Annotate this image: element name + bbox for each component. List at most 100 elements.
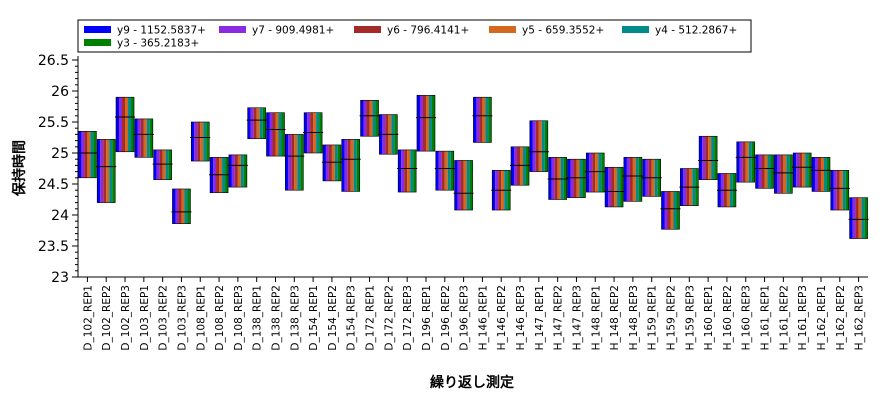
x-tick-label: H_159_REP3 [684,285,696,350]
box-stripe [742,141,746,183]
x-axis-title: 繰り返し測定 [430,374,514,391]
y-tick-label: 25.5 [38,115,69,131]
box-stripe [605,167,609,207]
box-stripe [131,97,135,152]
box-stripe [714,136,718,180]
x-tick-label: H_161_REP2 [778,285,790,350]
box-stripe [90,131,94,178]
box-stripe [517,146,521,186]
box-outline [360,100,379,137]
box-stripe [184,188,188,224]
box-H_159_REP3 [679,168,700,207]
box-stripe [162,149,166,180]
box-stripe [861,197,865,239]
box-stripe [288,134,292,191]
box-stripe [557,157,561,200]
box-stripe [745,141,749,183]
box-stripe [237,154,241,188]
box-stripe [638,157,642,202]
x-tick-label: H_146_REP2 [496,285,508,350]
box-stripe [194,122,198,162]
box-outline [548,157,567,200]
box-stripe [178,188,182,224]
box-stripe [629,157,633,202]
box-outline [153,149,172,180]
box-stripe [146,118,150,158]
box-outline [397,149,417,193]
box-stripe [811,157,815,192]
box-stripe [849,197,853,239]
box-H_146_REP2 [491,170,512,211]
box-stripe [234,154,238,188]
box-stripe [143,118,147,158]
box-stripe [253,107,257,139]
box-H_148_REP3 [622,157,643,202]
box-H_159_REP2 [660,191,681,230]
box-stripe [476,97,480,143]
box-stripe [103,139,107,203]
x-tick-label: D_154_REP2 [327,285,339,351]
box-H_161_REP3 [792,152,813,188]
x-tick-label: H_159_REP1 [647,285,659,350]
box-stripe [830,170,834,211]
x-tick-label: D_103_REP2 [158,285,170,351]
box-stripe [529,120,533,172]
box-stripe [482,97,486,143]
box-stripe [416,95,420,152]
box-stripe [425,95,429,152]
y-tick-label: 24 [51,208,69,224]
box-stripe [159,149,163,180]
box-stripe [360,100,364,137]
box-D_196_REP3 [453,160,474,211]
box-outline [774,154,793,194]
box-outline [228,154,248,188]
box-stripe [285,134,289,191]
box-stripe [523,146,527,186]
box-D_108_REP1 [190,121,211,162]
box-stripe [272,112,276,157]
box-stripe [438,151,442,191]
box-stripe [626,157,630,202]
box-D_103_REP2 [152,149,173,180]
y-tick-label: 25 [51,146,69,162]
box-stripe [673,191,677,230]
box-stripe [181,188,185,224]
box-stripe [661,191,665,230]
box-stripe [864,197,868,239]
box-stripe [538,120,542,172]
box-H_147_REP3 [566,158,587,198]
x-tick-label: H_160_REP3 [741,285,753,350]
box-H_162_REP1 [810,157,831,192]
box-stripe [149,118,153,158]
box-stripe [573,159,577,198]
box-D_196_REP2 [434,150,455,191]
box-outline [341,139,361,192]
box-stripe [369,100,373,137]
box-outline [567,158,586,198]
box-stripe [401,149,405,193]
x-tick-label: H_162_REP2 [835,285,847,350]
box-stripe [266,112,270,157]
box-stripe [632,157,636,202]
box-stripe [586,153,590,193]
box-H_147_REP1 [528,120,549,172]
box-stripe [334,144,338,181]
box-H_148_REP2 [604,166,625,208]
box-stripe [97,139,101,203]
box-D_154_REP3 [340,139,361,192]
legend-swatch [84,39,111,46]
x-tick-label: H_162_REP1 [816,285,828,350]
box-stripe [206,122,210,162]
box-stripe [839,170,843,211]
box-stripe [814,157,818,192]
box-stripe [87,131,91,178]
box-stripe [786,154,790,194]
x-tick-label: H_161_REP1 [760,285,772,350]
box-stripe [623,157,627,202]
x-tick-label: H_159_REP2 [666,285,678,350]
box-stripe [460,160,464,211]
box-stripe [168,149,172,180]
box-H_148_REP1 [585,152,606,193]
box-outline [661,191,680,230]
